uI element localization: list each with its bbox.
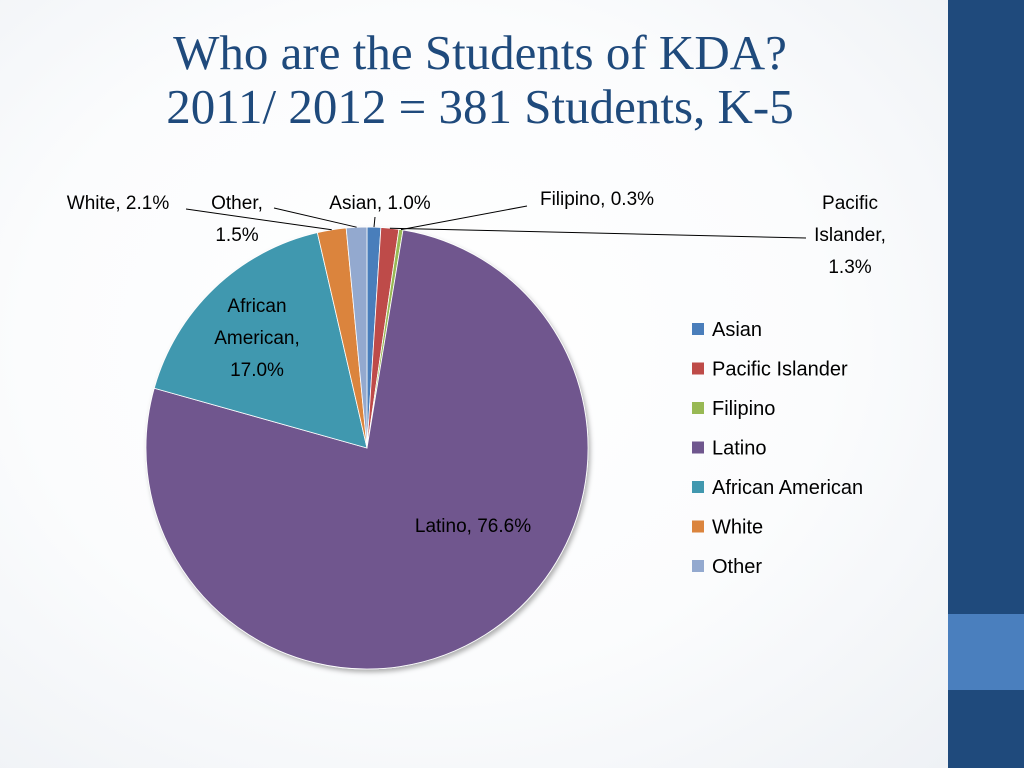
leader-line-white	[185, 208, 332, 231]
legend: Asian Pacific Islander Filipino Latino Afric…	[692, 319, 863, 578]
pie-chart: Asian, 1.0% Pacific Islander, 1.3% Filipino,…	[67, 189, 886, 670]
legend-swatch-asian	[692, 323, 704, 335]
data-label-african-american-line-3: 17.0%	[230, 360, 284, 381]
leader-line-filipino	[400, 205, 528, 231]
side-decoration-accent	[948, 614, 1024, 690]
pie-slices	[145, 226, 589, 670]
legend-label-latino: Latino	[712, 438, 767, 460]
data-label-asian-line-1: Asian, 1.0%	[329, 193, 430, 214]
data-label-pacific-islander-line-2: Islander,	[814, 225, 886, 246]
leader-line-pacific-islander	[389, 227, 807, 239]
legend-swatch-filipino	[692, 402, 704, 414]
title-line-2: 2011/ 2012 = 381 Students, K-5	[166, 79, 794, 134]
legend-swatch-pacific-islander	[692, 362, 704, 375]
data-label-other-line-1: Other,	[211, 193, 263, 214]
slide-title: Who are the Students of KDA? 2011/ 2012 …	[40, 26, 920, 134]
legend-label-african-american: African American	[712, 477, 863, 499]
legend-label-filipino: Filipino	[712, 398, 775, 420]
legend-label-pacific-islander: Pacific Islander	[712, 359, 848, 381]
legend-swatch-other	[692, 560, 704, 572]
pie-slice-latino	[145, 229, 589, 670]
data-label-pacific-islander-line-1: Pacific	[822, 193, 878, 214]
data-labels: Asian, 1.0% Pacific Islander, 1.3% Filipino,…	[67, 189, 886, 537]
data-label-pacific-islander-line-3: 1.3%	[828, 257, 871, 278]
data-label-african-american-line-2: American,	[214, 328, 300, 349]
legend-label-white: White	[712, 517, 763, 539]
pie-slice-african-american	[153, 232, 368, 449]
data-label-latino-line-1: Latino, 76.6%	[415, 516, 531, 537]
leader-lines	[185, 205, 807, 239]
legend-swatch-white	[692, 520, 704, 533]
data-label-filipino-line-1: Filipino, 0.3%	[540, 189, 654, 210]
legend-swatch-latino	[692, 441, 704, 454]
title-line-1: Who are the Students of KDA?	[173, 25, 787, 80]
leader-line-asian	[373, 216, 376, 228]
legend-label-other: Other	[712, 556, 762, 578]
data-label-african-american-line-1: African	[227, 296, 286, 317]
legend-swatch-african-american	[692, 481, 704, 493]
leader-line-other	[273, 207, 357, 228]
legend-label-asian: Asian	[712, 319, 762, 341]
data-label-white-line-1: White, 2.1%	[67, 193, 170, 214]
data-label-other-line-2: 1.5%	[215, 225, 258, 246]
